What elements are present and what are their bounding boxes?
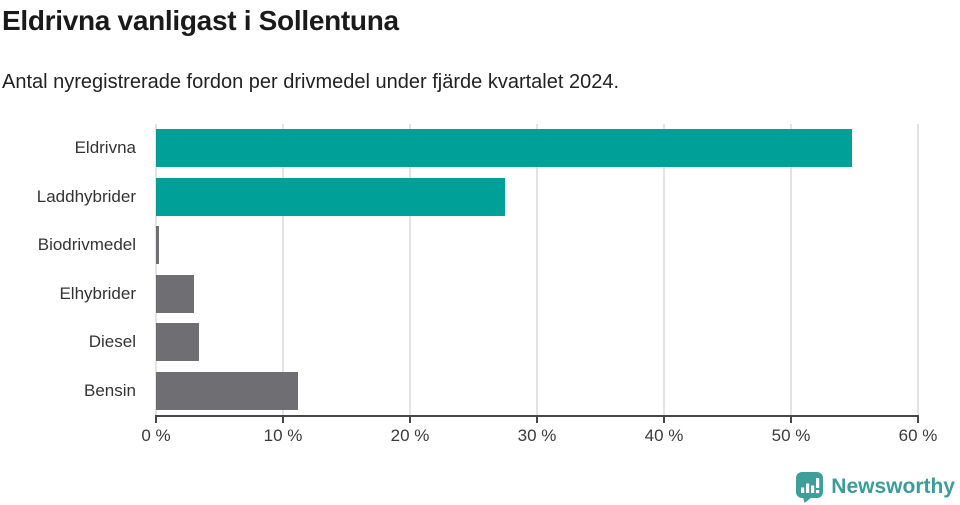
x-axis-tick (663, 417, 665, 423)
gridline (790, 124, 792, 415)
x-axis-tick-label: 40 % (644, 426, 684, 445)
gridline (536, 124, 538, 415)
bar-row (156, 318, 918, 367)
plot-area: 0 % 10 % 20 % 30 % 40 % 50 % 60 % (141, 124, 937, 445)
x-axis-tick-label: 50 % (771, 426, 811, 445)
gridline (409, 124, 411, 415)
category-labels: Eldrivna Laddhybrider Biodrivmedel Elhybrid… (0, 124, 146, 415)
bar-eldrivna (156, 129, 852, 167)
x-axis-tick (155, 417, 157, 423)
x-axis-tick (536, 417, 538, 423)
bar-elhybrider (156, 274, 195, 313)
x-axis-tick-label: 20 % (390, 426, 430, 445)
bar-rows (156, 124, 918, 415)
category-label: Eldrivna (74, 138, 136, 158)
category-label: Bensin (84, 380, 136, 400)
x-axis-tick-label: 10 % (263, 426, 303, 445)
bar-row (156, 367, 918, 416)
page-subtitle: Antal nyregistrerade fordon per drivmede… (2, 71, 620, 93)
x-axis-line (155, 415, 919, 417)
bar-chart: Eldrivna Laddhybrider Biodrivmedel Elhybrid… (0, 124, 960, 454)
bar-biodrivmedel (156, 226, 159, 264)
newsworthy-logo-icon (796, 472, 824, 503)
bar-diesel (156, 323, 200, 361)
gridline (282, 124, 284, 415)
x-axis-tick (917, 417, 919, 423)
category-label: Biodrivmedel (37, 235, 136, 255)
x-axis-tick-label: 60 % (898, 426, 938, 445)
x-axis-tick-label: 30 % (517, 426, 557, 445)
x-axis-tick (282, 417, 284, 423)
category-label: Diesel (88, 332, 136, 352)
bar-laddhybrider (156, 177, 506, 216)
gridline (663, 124, 665, 415)
x-axis-tick-label: 0 % (141, 426, 171, 445)
gridline (917, 124, 919, 415)
brand-name: Newsworthy (831, 475, 955, 498)
bar-bensin (156, 371, 299, 410)
category-label: Elhybrider (59, 283, 136, 303)
bar-row (156, 124, 918, 173)
bar-row (156, 173, 918, 222)
gridline (155, 124, 157, 415)
x-axis-tick (409, 417, 411, 423)
page-title: Eldrivna vanligast i Sollentuna (2, 5, 399, 36)
bar-row (156, 221, 918, 270)
newsworthy-brand-link[interactable]: Newsworthy (795, 471, 955, 503)
category-label: Laddhybrider (36, 186, 136, 206)
x-axis-tick (790, 417, 792, 423)
bar-row (156, 270, 918, 319)
